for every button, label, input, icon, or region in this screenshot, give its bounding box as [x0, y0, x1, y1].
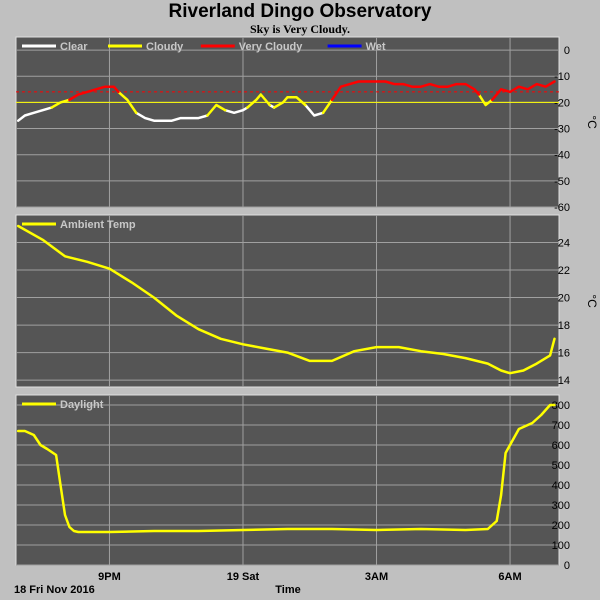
y-axis-unit: °C [585, 115, 599, 129]
y-tick-label: -60 [554, 202, 570, 214]
y-tick-label: -30 [554, 124, 570, 136]
series-segment-clear [304, 103, 325, 117]
plot-background [15, 394, 560, 566]
y-axis-unit: °C [585, 294, 599, 308]
y-tick-label: 14 [558, 375, 570, 387]
x-tick-label: 9PM [98, 571, 121, 583]
x-tick-label: 3AM [365, 571, 388, 583]
series-segment-cloudy [321, 98, 334, 115]
legend-label: Cloudy [146, 41, 184, 53]
series-segment-clear [223, 106, 249, 115]
series-segment-cloudy [477, 93, 494, 107]
series-segment-cloudy [50, 98, 71, 109]
y-tick-label: 200 [552, 520, 570, 532]
plot-background [15, 36, 560, 208]
y-tick-label: 800 [552, 400, 570, 412]
y-tick-label: 700 [552, 420, 570, 432]
legend-label: Clear [60, 41, 88, 53]
y-tick-label: 0 [564, 45, 570, 57]
legend-label: Daylight [60, 399, 104, 411]
y-tick-label: -10 [554, 71, 570, 83]
series-line-daylight [16, 403, 556, 534]
y-tick-label: 500 [552, 460, 570, 472]
series-line-ambient-temp [16, 224, 556, 375]
y-tick-label: 100 [552, 540, 570, 552]
y-tick-label: -40 [554, 150, 570, 162]
y-tick-label: 16 [558, 348, 570, 360]
y-tick-label: 0 [564, 560, 570, 572]
y-tick-label: 300 [552, 500, 570, 512]
y-tick-label: -20 [554, 97, 570, 109]
x-tick-label: 19 Sat [227, 571, 260, 583]
y-tick-label: 20 [558, 293, 570, 305]
series-segment-very-cloudy [330, 80, 481, 102]
y-tick-label: 600 [552, 440, 570, 452]
x-tick-label: 6AM [498, 571, 521, 583]
panel-3: 0 100 200 300 400 500 600 700 800 Daylight [15, 394, 570, 572]
series-segment-clear [16, 106, 53, 122]
legend-label: Very Cloudy [239, 41, 303, 53]
series-segment-cloudy [117, 90, 138, 115]
legend-label: Wet [366, 41, 386, 53]
series-segment-very-cloudy [490, 80, 556, 102]
chart-title: Riverland Dingo Observatory [168, 1, 432, 22]
panel-1: 0 -10 -20 -30 -40 -50 -60 °C Clear Cloudy Very Clo… [15, 36, 599, 214]
y-tick-label: 24 [558, 238, 570, 250]
y-tick-label: 18 [558, 320, 570, 332]
legend-label: Ambient Temp [60, 219, 136, 231]
series-segment-very-cloudy [68, 85, 120, 102]
x-axis-label: Time [275, 584, 300, 596]
date-label: 18 Fri Nov 2016 [14, 584, 95, 596]
sky-status: Sky is Very Cloudy. [249, 22, 351, 36]
series-segment-cloudy [272, 95, 307, 109]
y-tick-label: 400 [552, 480, 570, 492]
panel-2: 14 16 18 20 22 24 °C Ambient Temp [15, 214, 599, 388]
y-tick-label: 22 [558, 265, 570, 277]
series-segment-clear [134, 111, 209, 122]
series-segment-cloudy [206, 103, 227, 117]
series-segment-cloudy [246, 93, 271, 109]
y-tick-label: -50 [554, 176, 570, 188]
